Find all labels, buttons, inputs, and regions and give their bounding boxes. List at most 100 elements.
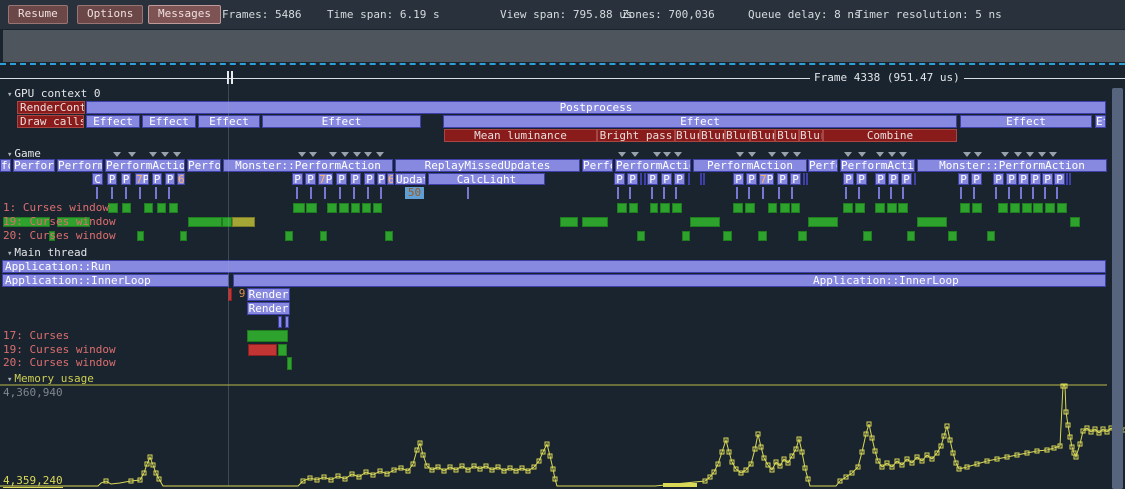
main-zone-block[interactable]: 9	[238, 288, 246, 300]
collapsed-zones-triangle-icon[interactable]	[888, 152, 896, 157]
lock-block[interactable]	[306, 203, 317, 213]
game-zone-block[interactable]: PerformActic	[840, 159, 915, 172]
lock-block[interactable]	[144, 203, 153, 213]
lock-block[interactable]	[637, 231, 645, 241]
gpu-context-header[interactable]: ▾ GPU context 0	[7, 87, 101, 100]
collapsed-zones-triangle-icon[interactable]	[663, 152, 671, 157]
lock-block[interactable]	[108, 203, 118, 213]
resume-button[interactable]: Resume	[8, 5, 68, 24]
lock-block[interactable]	[972, 203, 982, 213]
collapsed-zones-triangle-icon[interactable]	[963, 152, 971, 157]
options-button[interactable]: Options	[77, 5, 144, 24]
lock-block[interactable]	[1033, 203, 1043, 213]
game-zone-block[interactable]: P	[1018, 173, 1029, 185]
lock-block[interactable]	[169, 203, 178, 213]
lock-block[interactable]	[745, 203, 755, 213]
gpu-zone-block[interactable]: Blur	[700, 129, 725, 142]
game-zone-block[interactable]	[640, 173, 642, 185]
collapsed-zones-triangle-icon[interactable]	[674, 152, 682, 157]
gpu-zone-block[interactable]: Mean luminance	[444, 129, 597, 142]
game-zone-block[interactable]	[688, 173, 690, 185]
game-zone-block[interactable]: P	[107, 173, 117, 185]
lock-block[interactable]	[278, 344, 287, 356]
game-zone-block[interactable]	[644, 173, 646, 185]
game-zone-block[interactable]: 7P	[759, 173, 774, 185]
gpu-zone-block[interactable]: Blur	[799, 129, 823, 142]
game-zone-block[interactable]: C	[92, 173, 103, 185]
lock-block[interactable]	[339, 203, 349, 213]
frames-overview-strip[interactable]	[3, 30, 1125, 62]
lock-block[interactable]	[373, 203, 382, 213]
collapsed-zones-triangle-icon[interactable]	[329, 152, 337, 157]
game-zone-block[interactable]: P	[661, 173, 672, 185]
lock-block[interactable]	[960, 203, 970, 213]
game-zone-block[interactable]: Perforr	[13, 159, 55, 172]
game-zone-block[interactable]	[700, 173, 702, 185]
collapsed-zones-triangle-icon[interactable]	[858, 152, 866, 157]
gpu-zone-block[interactable]: RenderConte	[17, 101, 85, 114]
game-zone-block[interactable]: P	[165, 173, 175, 185]
game-zone-block[interactable]: P	[958, 173, 969, 185]
collapsed-zones-triangle-icon[interactable]	[781, 152, 789, 157]
main-zone-block[interactable]	[285, 316, 289, 328]
gpu-zone-block[interactable]: Blur	[675, 129, 700, 142]
lock-block[interactable]	[723, 231, 732, 241]
lock-block[interactable]	[660, 203, 670, 213]
main-zone-block[interactable]: Render	[247, 302, 290, 315]
game-zone-block[interactable]: P	[888, 173, 899, 185]
lock-block[interactable]	[672, 203, 682, 213]
game-zone-block[interactable]: Perfc	[582, 159, 613, 172]
game-zone-block[interactable]: 7P	[135, 173, 149, 185]
messages-button[interactable]: Messages	[148, 5, 221, 24]
lock-block[interactable]	[855, 203, 865, 213]
lock-block[interactable]	[650, 203, 658, 213]
memory-usage-header[interactable]: ▾ Memory usage	[7, 372, 94, 385]
lock-block[interactable]	[863, 231, 872, 241]
lock-block[interactable]	[758, 231, 767, 241]
collapsed-zones-triangle-icon[interactable]	[736, 152, 744, 157]
collapsed-zones-triangle-icon[interactable]	[341, 152, 349, 157]
lock-block[interactable]	[320, 231, 327, 241]
collapsed-zones-triangle-icon[interactable]	[149, 152, 157, 157]
gpu-zone-block[interactable]: Combine	[823, 129, 957, 142]
game-zone-block[interactable]: P	[856, 173, 867, 185]
lock-block[interactable]	[733, 203, 743, 213]
vertical-scrollbar[interactable]	[1112, 88, 1123, 489]
collapsed-zones-triangle-icon[interactable]	[1001, 152, 1009, 157]
game-zone-block[interactable]: P	[971, 173, 982, 185]
game-zone-block[interactable]: P	[746, 173, 757, 185]
gpu-zone-block[interactable]: Blur	[750, 129, 775, 142]
game-zone-block[interactable]: 7P	[318, 173, 333, 185]
game-zone-block[interactable]: P	[843, 173, 854, 185]
game-zone-block[interactable]: P	[336, 173, 347, 185]
lock-block[interactable]	[1045, 203, 1055, 213]
lock-block[interactable]	[629, 203, 638, 213]
collapsed-zones-triangle-icon[interactable]	[618, 152, 626, 157]
game-zone-block[interactable]: Update	[395, 173, 426, 185]
gpu-zone-block[interactable]: Effect	[262, 115, 421, 128]
gpu-zone-block[interactable]: Effect	[443, 115, 957, 128]
collapsed-zones-triangle-icon[interactable]	[876, 152, 884, 157]
lock-block[interactable]	[287, 357, 292, 370]
lock-block[interactable]	[998, 203, 1008, 213]
game-zone-block[interactable]: P	[733, 173, 744, 185]
collapsed-zones-triangle-icon[interactable]	[128, 152, 136, 157]
lock-block[interactable]	[907, 231, 915, 241]
lock-block[interactable]	[122, 203, 131, 213]
lock-block[interactable]	[222, 217, 232, 227]
lock-block[interactable]	[617, 203, 627, 213]
memory-usage-graph[interactable]	[0, 370, 1125, 489]
game-zone-block[interactable]: P	[647, 173, 658, 185]
game-zone-block[interactable]: P	[993, 173, 1004, 185]
collapsed-zones-triangle-icon[interactable]	[844, 152, 852, 157]
game-zone-block[interactable]: 6	[387, 173, 394, 185]
lock-block[interactable]	[351, 203, 360, 213]
game-zone-block[interactable]: PerformActio	[615, 159, 691, 172]
collapsed-zones-triangle-icon[interactable]	[631, 152, 639, 157]
main-zone-block[interactable]	[228, 288, 232, 301]
game-zone-block[interactable]: P	[627, 173, 638, 185]
collapsed-zones-triangle-icon[interactable]	[748, 152, 756, 157]
game-zone-block[interactable]	[914, 173, 916, 185]
lock-block[interactable]	[560, 217, 578, 227]
gpu-zone-block[interactable]: Effect	[960, 115, 1092, 128]
